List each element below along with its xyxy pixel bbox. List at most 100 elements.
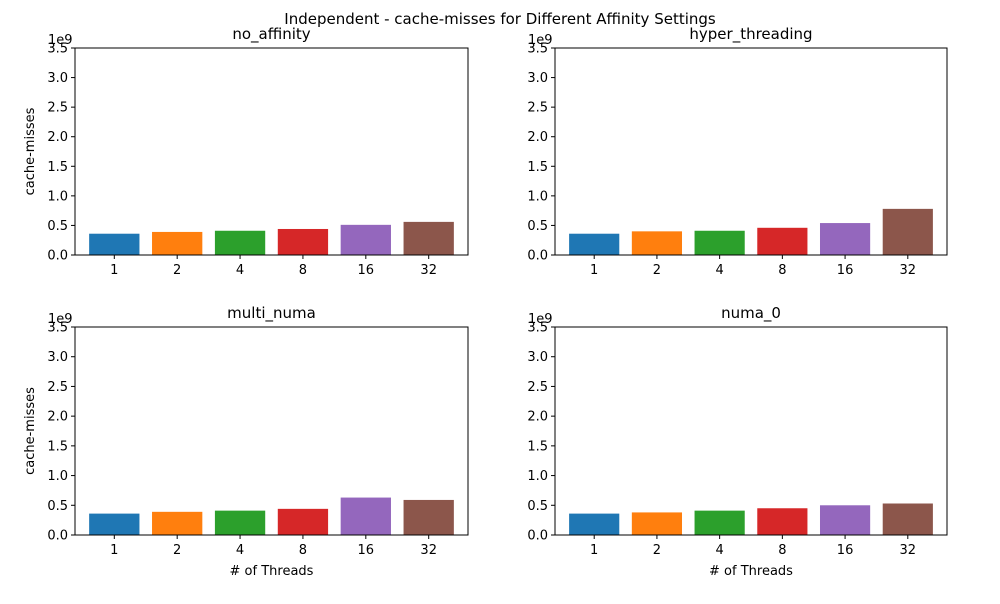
bar-4 [214,230,266,255]
bar-8 [277,228,329,255]
x-tick-label: 8 [778,543,786,558]
x-tick-label: 32 [900,543,917,558]
bar-32 [403,499,454,535]
bar-32 [403,221,454,255]
y-tick-label: 2.5 [47,380,68,395]
y-tick-label: 1.5 [527,160,548,175]
x-tick-label: 8 [778,263,786,278]
subplot-title: multi_numa [227,304,316,323]
bar-2 [631,231,683,255]
y-tick-label: 0.0 [47,249,68,264]
y-tick-label: 0.5 [527,219,548,234]
bar-2 [631,512,683,535]
y-tick-label: 0.5 [47,219,68,234]
y-tick-label: 3.0 [527,71,548,86]
y-tick-label: 3.5 [527,321,548,336]
x-tick-label: 4 [715,543,723,558]
x-tick-label: 32 [420,543,437,558]
x-tick-label: 16 [358,263,375,278]
y-tick-label: 1.5 [47,439,68,454]
y-axis-label: cache-misses [23,387,38,475]
bar-8 [277,508,329,535]
y-axis-label: cache-misses [23,107,38,195]
subplot-title: numa_0 [721,304,781,323]
bar-4 [694,510,745,535]
bar-1 [569,513,620,535]
x-tick-label: 8 [299,263,307,278]
y-offset-label: 1e9 [48,33,73,48]
axes-frame [554,326,948,536]
y-tick-label: 0.5 [47,499,68,514]
x-axis-label: # of Threads [230,564,314,579]
axes-frame [554,47,948,256]
figure-suptitle: Independent - cache-misses for Different… [284,10,716,28]
bar-32 [882,503,933,535]
bar-16 [819,505,871,535]
x-tick-label: 2 [653,543,661,558]
y-offset-label: 1e9 [48,312,73,327]
bar-4 [694,230,745,255]
y-tick-label: 0.0 [47,529,68,544]
y-tick-label: 3.0 [47,350,68,365]
y-tick-label: 1.0 [47,189,68,204]
x-tick-label: 2 [173,263,181,278]
bar-1 [89,513,140,535]
x-tick-label: 1 [110,543,118,558]
y-tick-label: 3.0 [47,71,68,86]
y-tick-label: 2.5 [47,101,68,116]
x-tick-label: 2 [173,543,181,558]
bar-1 [569,233,620,255]
y-tick-label: 0.0 [527,249,548,264]
y-tick-label: 2.0 [47,410,68,425]
y-offset-label: 1e9 [528,312,553,327]
y-tick-label: 1.0 [527,469,548,484]
x-tick-label: 16 [837,543,854,558]
y-tick-label: 3.5 [47,321,68,336]
x-tick-label: 1 [110,263,118,278]
bar-8 [757,508,808,535]
x-tick-label: 4 [715,263,723,278]
y-tick-label: 1.5 [47,160,68,175]
bar-2 [152,511,203,535]
bar-16 [819,223,871,255]
y-tick-label: 0.5 [527,499,548,514]
x-tick-label: 32 [900,263,917,278]
y-tick-label: 3.5 [527,42,548,57]
x-tick-label: 1 [590,543,598,558]
axes-frame [74,326,469,536]
y-tick-label: 2.0 [47,130,68,145]
bar-4 [214,510,266,535]
y-tick-label: 3.0 [527,350,548,365]
axes-frame [74,47,469,256]
y-tick-label: 3.5 [47,42,68,57]
y-tick-label: 2.5 [527,101,548,116]
y-tick-label: 0.0 [527,529,548,544]
y-tick-label: 2.0 [527,410,548,425]
y-tick-label: 2.0 [527,130,548,145]
bar-16 [340,497,391,535]
bar-32 [882,208,933,255]
x-tick-label: 32 [420,263,437,278]
y-tick-label: 1.5 [527,439,548,454]
y-tick-label: 1.0 [527,189,548,204]
x-tick-label: 4 [236,263,244,278]
bar-8 [757,227,808,255]
subplot-title: hyper_threading [689,25,812,44]
y-tick-label: 2.5 [527,380,548,395]
x-tick-label: 4 [236,543,244,558]
bar-16 [340,224,391,255]
x-tick-label: 1 [590,263,598,278]
x-tick-label: 16 [837,263,854,278]
bar-2 [152,231,203,255]
subplot-title: no_affinity [232,25,310,44]
x-tick-label: 2 [653,263,661,278]
y-offset-label: 1e9 [528,33,553,48]
x-axis-label: # of Threads [709,564,793,579]
x-tick-label: 8 [299,543,307,558]
